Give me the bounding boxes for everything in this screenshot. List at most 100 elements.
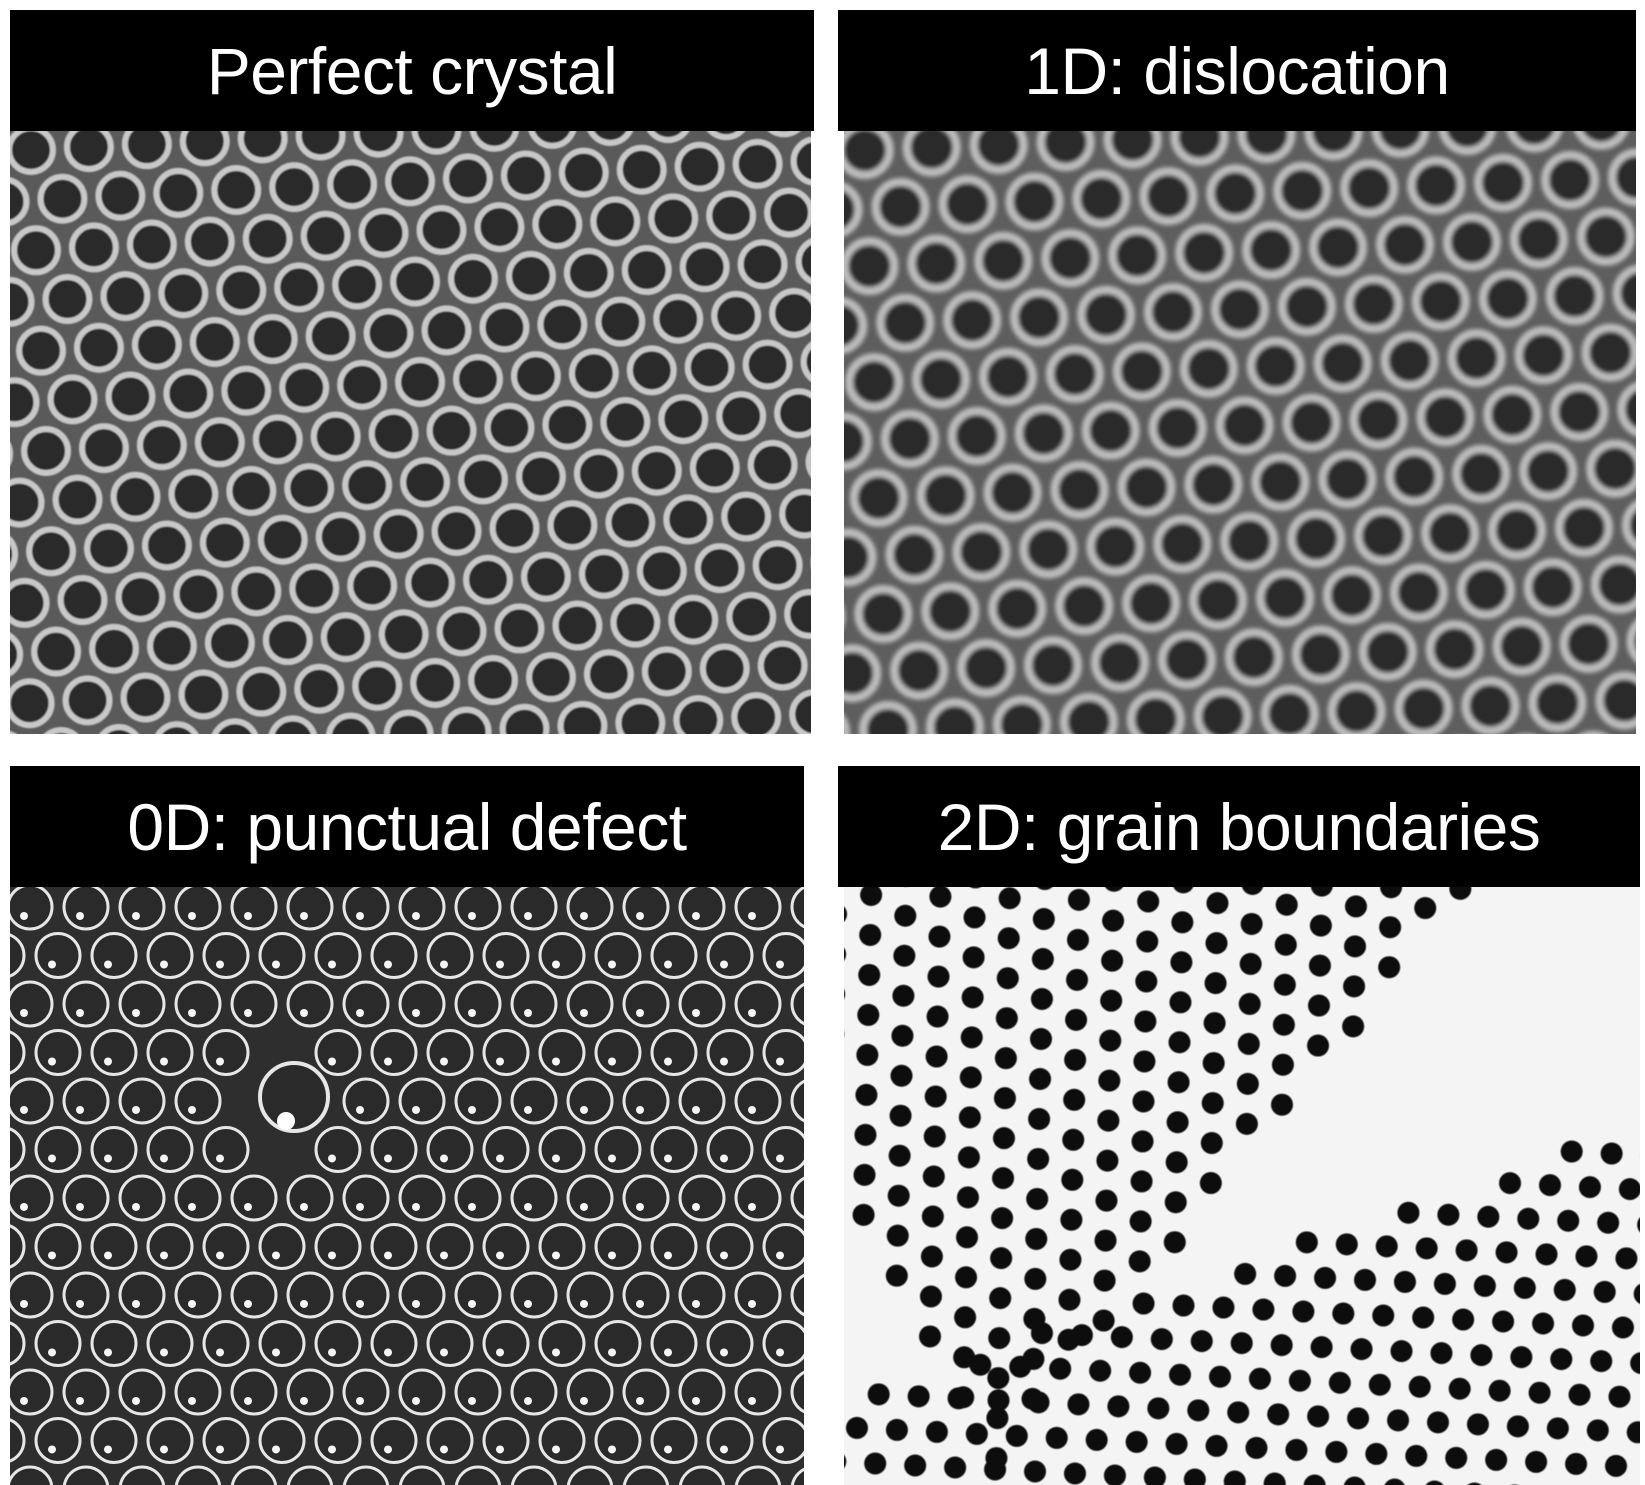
bubble [1600,1142,1623,1165]
bubble [844,182,863,237]
bubble [1379,916,1402,939]
large-defect-bubble [258,1061,330,1133]
bubble [1335,1233,1358,1256]
bubble [636,546,687,597]
bubble-highlight [664,1057,672,1066]
bubble [1170,951,1193,974]
bubble [860,887,883,906]
bubble [1263,1472,1286,1485]
bubble [650,1028,698,1076]
bubble [711,290,762,341]
bubble-highlight [216,960,224,969]
bubble [268,715,317,734]
bubble [90,1416,138,1464]
bubble-highlight [300,1202,308,1211]
bubble [62,887,110,931]
bubble [699,643,750,694]
bubble [646,131,690,144]
bubble [678,1368,726,1416]
bubble [426,405,477,456]
bubble [929,887,952,908]
bubble [995,1007,1018,1030]
bubble-highlight [440,1348,448,1357]
bubble [1565,1452,1588,1475]
bubble-highlight [468,1202,476,1211]
bubble-highlight [104,1348,112,1357]
bubble [370,1125,418,1173]
bubble-highlight [524,1008,532,1017]
bubble-highlight [20,1105,28,1114]
bubble-highlight [608,1251,616,1260]
bubble [1107,1395,1130,1418]
bubble [790,887,804,929]
bubble [286,1465,334,1485]
bubble [163,368,214,419]
bubble [1193,687,1252,734]
bubble [1036,131,1095,172]
bubble [1378,956,1401,979]
bubble [1055,576,1114,635]
bubble [1169,1363,1192,1386]
bubble [706,1319,754,1367]
bubble-highlight [468,912,476,920]
bubble [1380,331,1439,390]
panel-grain-boundaries: 2D: grain boundaries [838,766,1640,1485]
bubble [1260,684,1319,734]
bubble [1037,887,1053,891]
bubble [454,887,502,931]
bubble [924,1085,947,1108]
bubble-highlight [776,1057,784,1066]
bubble [1389,563,1448,622]
bubble [1167,1071,1190,1094]
bubble [853,1163,876,1186]
bubble [10,887,54,931]
bubble [542,399,593,450]
bubble [1105,887,1124,892]
bubble [538,1028,586,1076]
bubble [1593,1280,1616,1303]
bubble [342,1077,390,1125]
bubble [236,666,287,717]
bubble [1139,167,1198,226]
bubble [352,660,403,711]
bubble [1618,1178,1640,1201]
bubble [247,314,298,365]
bubble-highlight [580,912,588,920]
bubble-highlight [412,1396,420,1405]
bubble [566,1174,614,1222]
bubble [1473,1274,1496,1297]
bubble [1495,1241,1518,1264]
bubble-highlight [48,1057,56,1066]
bubble [62,675,113,726]
bubble [368,408,419,459]
bubble [121,131,172,170]
bubble [1405,1444,1428,1467]
bubble-highlight [440,1154,448,1163]
bubble [956,1226,979,1249]
bubble-highlight [356,1396,364,1405]
bubble [947,407,1006,466]
bubble [410,657,461,708]
bubble [73,322,124,373]
bubble [118,1368,166,1416]
bubble [1285,1438,1308,1461]
bubble-highlight [720,1445,728,1454]
bubble [1307,1405,1330,1428]
bubble [10,1368,54,1416]
bubble [1372,1304,1395,1327]
bubble [158,268,209,319]
bubble [1165,1432,1188,1455]
bubble [118,1271,166,1319]
bubble [887,1184,910,1207]
bubble [779,488,811,539]
bubble [1621,500,1636,551]
bubble [1129,1210,1152,1233]
bubble [458,454,509,505]
bubble [68,222,119,273]
bubble [706,190,757,241]
bubble [678,1174,726,1222]
bubble [1208,1365,1231,1388]
bubble [919,1285,942,1308]
bubble-highlight [244,912,252,920]
bubble [1234,1262,1257,1285]
